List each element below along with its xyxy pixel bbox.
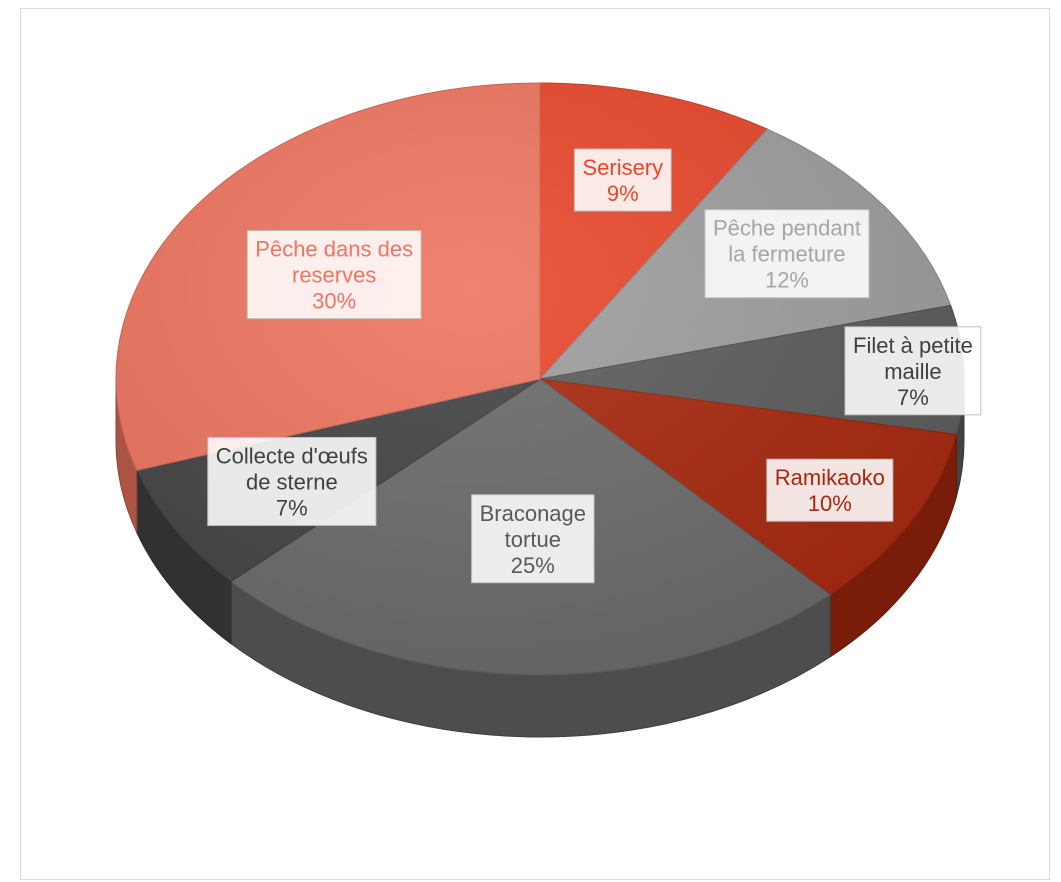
data-label-box bbox=[704, 209, 870, 299]
data-label-value: 10% bbox=[808, 491, 852, 516]
data-label-text: la fermeture bbox=[728, 242, 845, 267]
data-label-box bbox=[471, 494, 595, 584]
pie-top-shine bbox=[116, 83, 964, 675]
data-label-text: Braconage bbox=[480, 501, 586, 526]
data-label-box bbox=[844, 326, 982, 416]
data-label-text: de sterne bbox=[246, 469, 338, 494]
data-label-text: Ramikaoko bbox=[775, 465, 885, 490]
data-label-box bbox=[207, 436, 377, 526]
data-label-value: 30% bbox=[312, 289, 356, 314]
data-label-text: Serisery bbox=[582, 155, 663, 180]
data-label-box bbox=[246, 230, 422, 320]
data-label-box bbox=[573, 148, 672, 212]
data-label-text: Filet à petite bbox=[853, 333, 973, 358]
data-label-value: 7% bbox=[276, 495, 308, 520]
data-label-text: tortue bbox=[505, 527, 561, 552]
data-label-text: Collecte d'œufs bbox=[216, 443, 368, 468]
data-label-value: 9% bbox=[607, 181, 639, 206]
data-label-text: Pêche dans des bbox=[255, 237, 413, 262]
data-label-text: Pêche pendant bbox=[713, 216, 861, 241]
data-label-value: 25% bbox=[511, 553, 555, 578]
data-label-text: reserves bbox=[292, 263, 376, 288]
data-label-text: maille bbox=[884, 359, 941, 384]
chart-area: Serisery 9% Pêche pendant la fermeture 12% Fi… bbox=[20, 8, 1050, 880]
data-label-value: 12% bbox=[765, 268, 809, 293]
data-label-box bbox=[766, 458, 894, 522]
data-label-value: 7% bbox=[897, 385, 929, 410]
